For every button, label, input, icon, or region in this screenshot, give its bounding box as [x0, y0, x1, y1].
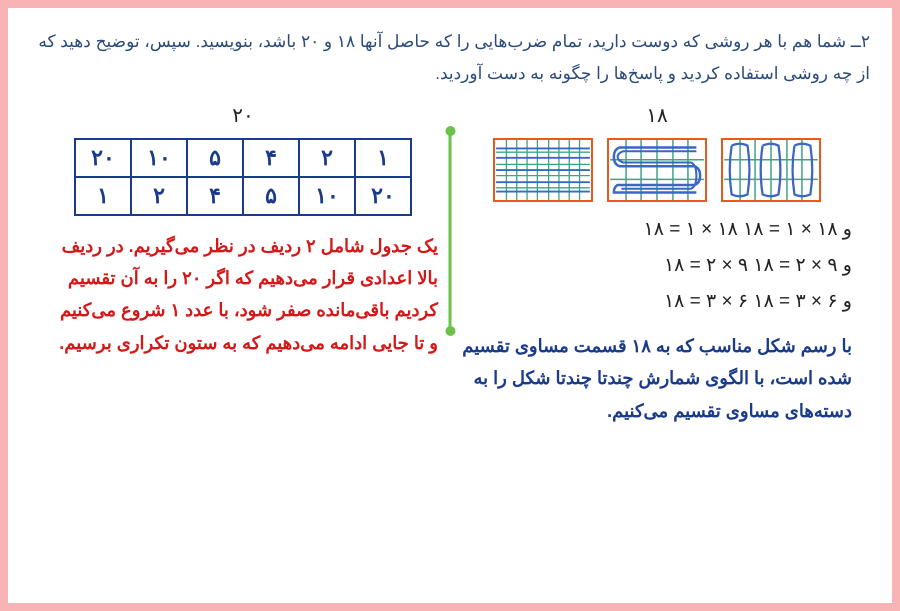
divider — [449, 131, 452, 331]
grid-box-2 — [607, 138, 707, 202]
cell: ۲۰ — [75, 139, 131, 177]
equation-row: ۱۸ = ۳ × ۶ و ۶ × ۳ = ۱۸ — [480, 284, 852, 320]
explanation-18: با رسم شکل مناسب که به ۱۸ قسمت مساوی تقس… — [462, 330, 852, 427]
equation-row: ۱۸ = ۱ × ۱۸ و ۱۸ × ۱ = ۱۸ — [480, 212, 852, 248]
cell: ۵ — [243, 177, 299, 215]
cell: ۱۰ — [299, 177, 355, 215]
cell: ۱ — [355, 139, 411, 177]
heading-18: ۱۸ — [462, 103, 852, 128]
cell: ۵ — [187, 139, 243, 177]
cell: ۱۰ — [131, 139, 187, 177]
grid-box-1 — [721, 138, 821, 202]
column-20: ۲۰ ۱ ۲ ۴ ۵ ۱۰ ۲۰ ۲۰ ۱۰ ۵ ۴ ۲ ۱ — [30, 103, 450, 427]
cell: ۴ — [243, 139, 299, 177]
cell: ۲۰ — [355, 177, 411, 215]
grid-box-3 — [493, 138, 593, 202]
cell: ۲ — [131, 177, 187, 215]
table-row: ۱ ۲ ۴ ۵ ۱۰ ۲۰ — [75, 139, 411, 177]
explanation-20: یک جدول شامل ۲ ردیف در نظر می‌گیریم. در … — [48, 230, 438, 360]
cell: ۱ — [75, 177, 131, 215]
cell: ۴ — [187, 177, 243, 215]
equations: ۱۸ = ۱ × ۱۸ و ۱۸ × ۱ = ۱۸ ۱۸ = ۲ × ۹ و ۹… — [462, 212, 852, 320]
page: ۲ــ شما هم با هر روشی که دوست دارید، تما… — [8, 8, 892, 603]
equation-row: ۱۸ = ۲ × ۹ و ۹ × ۲ = ۱۸ — [480, 248, 852, 284]
question-text: ۲ــ شما هم با هر روشی که دوست دارید، تما… — [30, 26, 870, 91]
grid-diagrams — [462, 138, 852, 202]
heading-20: ۲۰ — [48, 103, 438, 128]
columns: ۲۰ ۱ ۲ ۴ ۵ ۱۰ ۲۰ ۲۰ ۱۰ ۵ ۴ ۲ ۱ — [30, 103, 870, 427]
cell: ۲ — [299, 139, 355, 177]
factor-table: ۱ ۲ ۴ ۵ ۱۰ ۲۰ ۲۰ ۱۰ ۵ ۴ ۲ ۱ — [74, 138, 412, 216]
table-row: ۲۰ ۱۰ ۵ ۴ ۲ ۱ — [75, 177, 411, 215]
column-18: ۱۸ — [450, 103, 870, 427]
